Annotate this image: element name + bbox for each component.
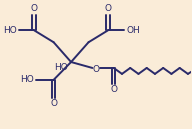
Text: O: O [50,99,57,108]
Text: O: O [104,4,111,13]
Text: OH: OH [126,26,140,35]
Text: O: O [31,4,38,13]
Text: O: O [93,65,100,74]
Text: HO: HO [54,63,68,72]
Text: HO: HO [21,75,34,84]
Text: O: O [110,85,117,94]
Text: HO: HO [3,26,17,35]
